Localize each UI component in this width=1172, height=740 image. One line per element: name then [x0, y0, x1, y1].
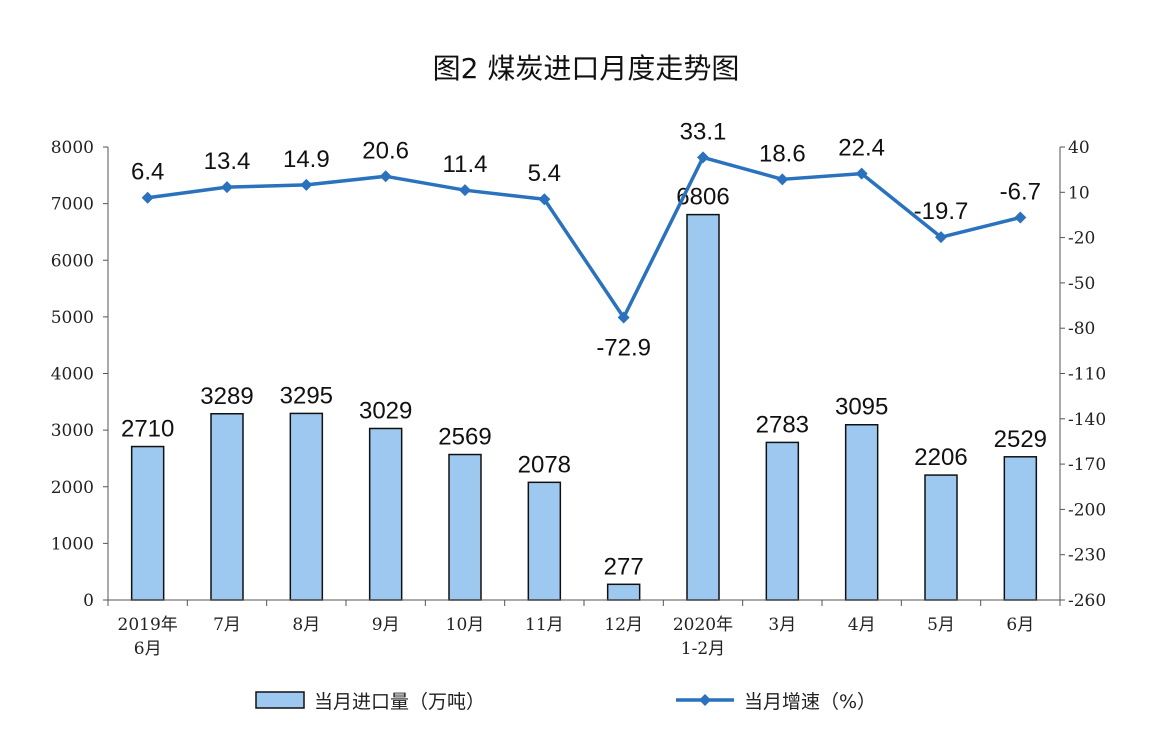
line-point — [617, 311, 630, 324]
x-tick-label: 2020年 — [673, 615, 733, 635]
left-tick-label: 0 — [83, 591, 94, 611]
x-tick-label: 6月 — [1006, 615, 1034, 635]
x-tick-label: 4月 — [848, 615, 876, 635]
bar — [686, 213, 720, 601]
bar-value-label: 2529 — [994, 426, 1047, 453]
right-tick-label: -20 — [1068, 229, 1095, 249]
line-point — [459, 184, 471, 197]
bar — [289, 412, 324, 601]
right-tick-label: 10 — [1068, 183, 1090, 203]
line-value-label: 13.4 — [204, 148, 251, 175]
bar — [368, 427, 403, 601]
bar-value-label: 2710 — [121, 416, 174, 443]
bar-value-label: 3289 — [200, 383, 253, 410]
bar-value-label: 3095 — [835, 394, 888, 421]
x-tick-label: 9月 — [372, 615, 400, 635]
left-tick-label: 8000 — [51, 138, 94, 158]
line-point — [776, 173, 789, 186]
legend-line-marker — [699, 694, 711, 706]
right-tick-label: -140 — [1068, 410, 1106, 430]
line-point — [300, 178, 313, 191]
line-value-label: -19.7 — [914, 198, 969, 225]
right-tick-label: -50 — [1068, 274, 1095, 294]
bar — [924, 474, 958, 601]
x-tick-label: 3月 — [768, 615, 796, 635]
x-tick-label: 10月 — [446, 615, 485, 635]
right-tick-label: -110 — [1068, 365, 1106, 385]
line-series: 6.4 13.4 14.9 20.6 11.4 5.4 -72.9 33.1 18.6 22.4 -… — [131, 118, 1041, 361]
right-tick-label: -80 — [1068, 319, 1095, 339]
x-tick-label: 8月 — [292, 615, 320, 635]
right-tick-label: -170 — [1068, 455, 1106, 475]
x-tick-label: 11月 — [525, 615, 564, 635]
line-point — [538, 193, 551, 206]
line-value-label: 33.1 — [680, 118, 727, 145]
line-value-label: 20.6 — [362, 137, 409, 164]
left-tick-label: 7000 — [51, 195, 94, 215]
bar — [606, 583, 641, 601]
line-value-label: 22.4 — [838, 135, 885, 162]
bar-value-label: 277 — [604, 553, 644, 580]
growth-line — [147, 155, 1021, 320]
legend-bar-swatch — [255, 691, 305, 709]
line-value-label: 18.6 — [759, 140, 806, 167]
bar — [210, 413, 244, 601]
x-tick-label: 12月 — [604, 615, 643, 635]
bar — [448, 453, 482, 601]
left-axis: 0 1000 2000 3000 4000 5000 6000 7000 8000 — [51, 138, 109, 611]
bar — [844, 423, 879, 601]
line-point — [1014, 211, 1027, 224]
legend-bar-label: 当月进口量（万吨） — [314, 691, 485, 713]
x-tick-label: 2019年 — [118, 615, 178, 635]
line-value-label: -72.9 — [596, 334, 651, 361]
line-value-label: 11.4 — [443, 151, 488, 178]
left-tick-label: 1000 — [51, 534, 94, 554]
line-value-label: 5.4 — [528, 160, 561, 187]
left-tick-label: 4000 — [51, 365, 94, 385]
line-point — [697, 151, 709, 164]
line-point — [935, 231, 947, 244]
line-point — [221, 181, 233, 194]
left-tick-label: 5000 — [51, 308, 94, 328]
legend-line-label: 当月增速（%） — [744, 691, 876, 713]
bar — [1003, 456, 1038, 601]
x-tick-label: 6月 — [134, 639, 162, 659]
bar-value-label: 2783 — [756, 411, 809, 438]
right-tick-label: -200 — [1068, 500, 1106, 520]
bar-value-label: 3295 — [280, 382, 333, 409]
x-tick-label: 7月 — [213, 615, 241, 635]
chart-title: 图2 煤炭进口月度走势图 — [433, 52, 740, 85]
left-tick-label: 2000 — [51, 478, 94, 498]
left-tick-label: 6000 — [51, 251, 94, 271]
right-tick-label: -260 — [1068, 591, 1106, 611]
line-value-label: 6.4 — [131, 159, 164, 186]
right-axis: 40 10 -20 -50 -80 -110 -140 -170 -200 -230 -260 — [1059, 138, 1106, 611]
line-point — [855, 167, 868, 180]
bar-value-label: 3029 — [359, 397, 412, 424]
bar — [765, 441, 800, 601]
bar — [130, 445, 165, 601]
bar-value-label: 2569 — [438, 424, 491, 451]
x-tick-label: 1-2月 — [681, 639, 725, 659]
bar — [527, 481, 562, 601]
left-tick-label: 3000 — [51, 421, 94, 441]
line-point — [379, 170, 392, 183]
x-axis: 2019年 6月 7月 8月 9月 10月 11月 12月 2020年 1-2月 3月 4月 5月 6月 — [107, 599, 1061, 659]
x-tick-label: 5月 — [927, 615, 955, 635]
right-tick-label: 40 — [1068, 138, 1090, 158]
line-point — [141, 191, 154, 204]
right-tick-label: -230 — [1068, 546, 1106, 566]
line-value-label: 14.9 — [283, 146, 330, 173]
bar-value-label: 2206 — [914, 444, 967, 471]
legend: 当月进口量（万吨） 当月增速（%） — [255, 691, 876, 713]
bar-value-label: 2078 — [518, 451, 571, 478]
line-value-label: -6.7 — [1000, 179, 1041, 206]
